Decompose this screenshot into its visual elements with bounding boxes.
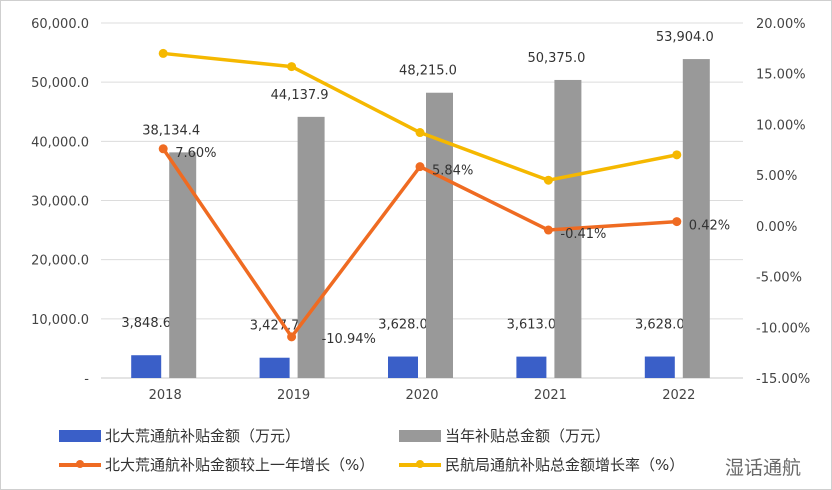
line-marker: [158, 48, 168, 58]
bar-label-total: 44,137.9: [271, 88, 329, 103]
legend-swatch-yellow-line: [399, 459, 441, 468]
bar-subsidy: [388, 356, 418, 378]
x-axis-tick: 2019: [277, 388, 310, 403]
legend-swatch-blue: [59, 429, 101, 442]
bar-label-subsidy: 3,848.6: [121, 316, 171, 331]
bar-label-subsidy: 3,613.0: [507, 318, 557, 333]
right-axis-tick: 15.00%: [756, 68, 806, 83]
bar-total: [169, 152, 197, 378]
left-axis-tick: 50,000.0: [31, 76, 89, 91]
bar-label-subsidy: 3,427.7: [250, 319, 300, 334]
bar-total: [297, 116, 325, 378]
legend-label: 当年补贴总金额（万元）: [445, 427, 611, 445]
legend-swatch-orange-line: [59, 459, 101, 468]
bar-label-total: 48,215.0: [399, 64, 457, 79]
bar-label-total: 38,134.4: [142, 123, 200, 138]
right-axis-tick: 20.00%: [756, 17, 806, 32]
bar-label-subsidy: 3,628.0: [635, 318, 685, 333]
bar-label-total: 50,375.0: [527, 51, 585, 66]
x-axis-tick: 2018: [149, 388, 182, 403]
bar-subsidy: [131, 355, 162, 378]
bar-subsidy: [259, 357, 290, 378]
legend-item-total-growth: 民航局通航补贴总金额增长率（%）: [399, 454, 684, 475]
right-axis-tick: 5.00%: [756, 169, 797, 184]
legend-label: 北大荒通航补贴金额较上一年增长（%）: [105, 456, 375, 474]
left-axis-tick: -: [84, 372, 89, 387]
line-label: -10.94%: [322, 332, 376, 347]
x-axis-tick: 2020: [405, 388, 438, 403]
x-axis-tick: 2021: [534, 388, 567, 403]
legend-item-total-bar: 当年补贴总金额（万元）: [399, 425, 610, 446]
left-axis-tick: 40,000.0: [31, 135, 89, 150]
legend-swatch-gray: [399, 429, 441, 442]
right-axis-tick: 0.00%: [756, 220, 797, 235]
line-label: 0.42%: [689, 219, 730, 234]
legend-item-subsidy-growth: 北大荒通航补贴金额较上一年增长（%）: [59, 454, 374, 475]
right-axis-tick: -10.00%: [756, 321, 810, 336]
line-label: 5.84%: [432, 164, 473, 179]
line-label: -0.41%: [560, 227, 606, 242]
right-axis-tick: -15.00%: [756, 372, 810, 387]
left-axis-tick: 30,000.0: [31, 195, 89, 210]
line-marker: [543, 225, 553, 235]
line-marker: [415, 162, 425, 172]
bar-label-total: 53,904.0: [656, 30, 714, 45]
line-marker: [543, 175, 553, 185]
right-axis-tick: -5.00%: [756, 271, 802, 286]
combo-chart: - 10,000.0 20,000.0 30,000.0 40,000.0 50,000.…: [31, 17, 810, 403]
line-marker: [287, 62, 297, 72]
line-marker: [415, 128, 425, 138]
line-marker: [672, 217, 682, 227]
legend-label: 北大荒通航补贴金额（万元）: [105, 427, 301, 445]
left-axis-tick: 60,000.0: [31, 17, 89, 32]
bar-label-subsidy: 3,628.0: [378, 318, 428, 333]
left-axis-tick: 20,000.0: [31, 254, 89, 269]
bar-subsidy: [644, 356, 675, 378]
watermark: 湿话通航: [725, 457, 802, 479]
right-axis-tick: 10.00%: [756, 118, 806, 133]
line-marker: [158, 144, 168, 154]
bar-total: [682, 59, 710, 379]
legend-label: 民航局通航补贴总金额增长率（%）: [445, 456, 685, 474]
left-axis-tick: 10,000.0: [31, 313, 89, 328]
line-marker: [287, 332, 297, 342]
bar-subsidy: [516, 356, 547, 378]
line-subsidy-growth: [161, 147, 677, 339]
legend-item-subsidy-bar: 北大荒通航补贴金额（万元）: [59, 425, 300, 446]
x-axis-tick: 2022: [662, 388, 695, 403]
line-label: 7.60%: [175, 146, 216, 161]
line-marker: [672, 150, 682, 160]
